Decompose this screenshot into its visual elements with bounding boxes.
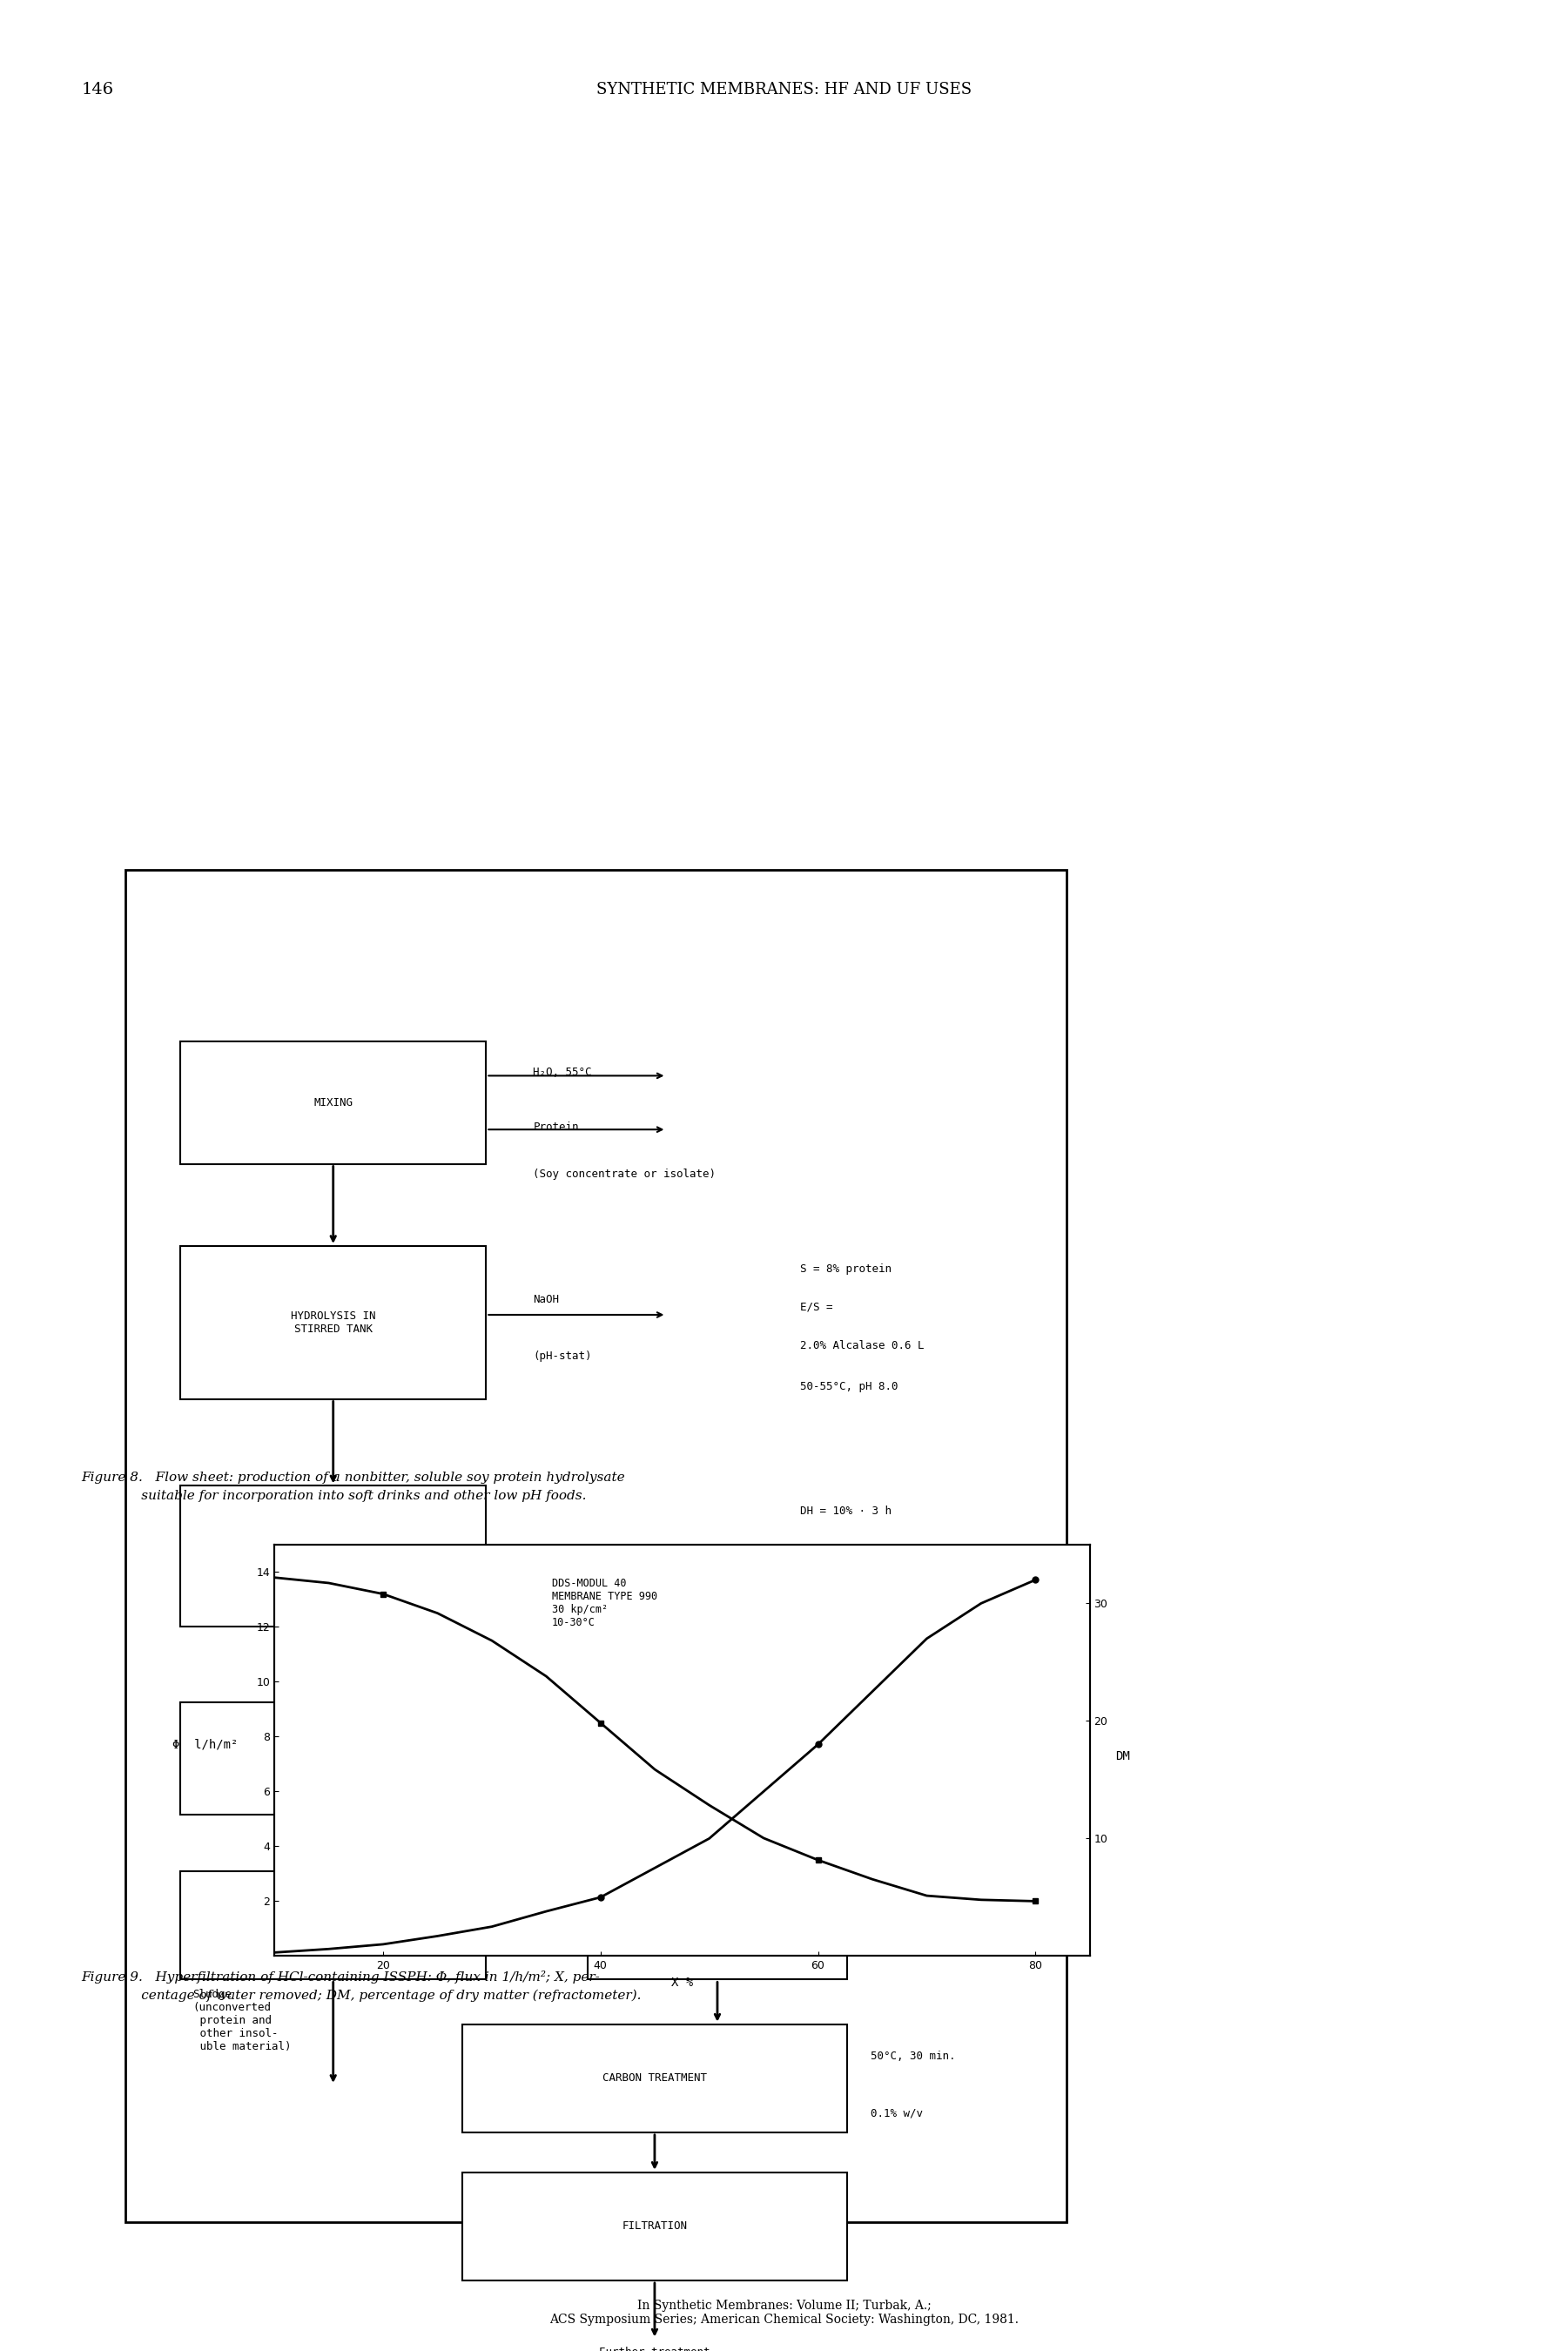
X-axis label: X %: X % bbox=[671, 1977, 693, 1989]
FancyBboxPatch shape bbox=[463, 2172, 847, 2280]
Text: SYNTHETIC MEMBRANES: HF AND UF USES: SYNTHETIC MEMBRANES: HF AND UF USES bbox=[596, 82, 972, 99]
Text: 146: 146 bbox=[82, 82, 114, 99]
Text: MIXING: MIXING bbox=[314, 1098, 353, 1107]
Text: DDS-MODUL 40
MEMBRANE TYPE 990
30 kp/cm²
10-30°C: DDS-MODUL 40 MEMBRANE TYPE 990 30 kp/cm²… bbox=[552, 1578, 657, 1627]
FancyBboxPatch shape bbox=[180, 1871, 486, 1980]
Text: Solids-ejecting: Solids-ejecting bbox=[831, 1735, 928, 1747]
Text: FILTRATION: FILTRATION bbox=[622, 2222, 687, 2231]
FancyBboxPatch shape bbox=[180, 1041, 486, 1164]
Text: Figure 9.   Hyperfiltration of HCl-containing ISSPH: Φ, flux in 1/h/m²; X, per-
: Figure 9. Hyperfiltration of HCl-contain… bbox=[82, 1970, 641, 2001]
Y-axis label: DM: DM bbox=[1115, 1749, 1129, 1763]
FancyBboxPatch shape bbox=[125, 870, 1066, 2222]
Text: (pH-stat): (pH-stat) bbox=[533, 1349, 591, 1361]
Text: pH 4.0-4.2: pH 4.0-4.2 bbox=[800, 1596, 866, 1608]
Text: H₂O: H₂O bbox=[731, 1740, 748, 1751]
Text: (Soy concentrate or isolate): (Soy concentrate or isolate) bbox=[533, 1168, 717, 1180]
Text: 2.0% Alcalase 0.6 L: 2.0% Alcalase 0.6 L bbox=[800, 1340, 924, 1352]
Text: E/S =: E/S = bbox=[800, 1302, 833, 1312]
Text: 0.1% w/v: 0.1% w/v bbox=[870, 2106, 922, 2118]
Text: ENZYME
    INACTIVATION: ENZYME INACTIVATION bbox=[281, 1545, 386, 1568]
Text: FURTHER CENTR.: FURTHER CENTR. bbox=[287, 1921, 379, 1930]
Text: HYDROLYSIS IN
STIRRED TANK: HYDROLYSIS IN STIRRED TANK bbox=[290, 1310, 376, 1335]
Text: Sludge
(unconverted
 protein and
 other insol-
 uble material): Sludge (unconverted protein and other in… bbox=[193, 1989, 290, 2052]
Text: Further treatment: Further treatment bbox=[599, 2346, 710, 2351]
Text: 50°C, 30 min.: 50°C, 30 min. bbox=[870, 2050, 955, 2062]
FancyBboxPatch shape bbox=[180, 1246, 486, 1399]
Text: 50-55°C, pH 8.0: 50-55°C, pH 8.0 bbox=[800, 1380, 897, 1392]
Text: NaOH: NaOH bbox=[533, 1293, 560, 1305]
Text: centrifuge: centrifuge bbox=[831, 1791, 897, 1803]
Text: 1. CENTRIFUGATION: 1. CENTRIFUGATION bbox=[278, 1754, 389, 1763]
Text: CARBON TREATMENT: CARBON TREATMENT bbox=[602, 2074, 707, 2083]
Text: Protein: Protein bbox=[533, 1121, 579, 1133]
Text: S = 8% protein: S = 8% protein bbox=[800, 1262, 891, 1274]
FancyBboxPatch shape bbox=[463, 2024, 847, 2132]
Text: Acid: Acid bbox=[533, 1552, 560, 1561]
Y-axis label: Φ  l/h/m²: Φ l/h/m² bbox=[172, 1737, 238, 1749]
FancyBboxPatch shape bbox=[588, 1871, 847, 1980]
FancyBboxPatch shape bbox=[180, 1486, 486, 1627]
Text: FILTRATION: FILTRATION bbox=[685, 1921, 750, 1930]
Text: In Synthetic Membranes: Volume II; Turbak, A.;
ACS Symposium Series; American Ch: In Synthetic Membranes: Volume II; Turba… bbox=[549, 2299, 1019, 2325]
Text: DH = 10% · 3 h: DH = 10% · 3 h bbox=[800, 1505, 891, 1516]
Text: H₂O, 55°C: H₂O, 55°C bbox=[533, 1067, 591, 1077]
Text: organic acid,: organic acid, bbox=[800, 1547, 884, 1559]
FancyBboxPatch shape bbox=[180, 1702, 486, 1815]
Text: Figure 8.   Flow sheet: production of a nonbitter, soluble soy protein hydrolysa: Figure 8. Flow sheet: production of a no… bbox=[82, 1472, 626, 1502]
